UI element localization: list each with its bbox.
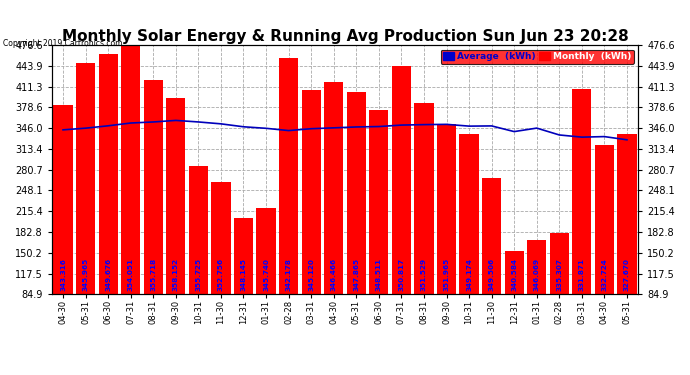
Text: 345.740: 345.740 bbox=[263, 258, 269, 291]
Bar bbox=[144, 80, 163, 348]
Text: 352.756: 352.756 bbox=[218, 258, 224, 291]
Text: 348.145: 348.145 bbox=[241, 258, 246, 291]
Bar bbox=[415, 103, 433, 348]
Text: 351.529: 351.529 bbox=[421, 258, 427, 291]
Text: 349.174: 349.174 bbox=[466, 258, 472, 291]
Legend: Average  (kWh), Monthly  (kWh): Average (kWh), Monthly (kWh) bbox=[441, 50, 633, 64]
Text: 335.307: 335.307 bbox=[556, 258, 562, 291]
Text: 347.865: 347.865 bbox=[353, 258, 359, 291]
Text: 354.051: 354.051 bbox=[128, 258, 134, 291]
Bar bbox=[550, 233, 569, 348]
Bar bbox=[121, 45, 140, 348]
Text: Copyright 2019 Cartronics.com: Copyright 2019 Cartronics.com bbox=[3, 39, 123, 48]
Bar bbox=[369, 110, 388, 348]
Bar bbox=[279, 58, 298, 348]
Bar bbox=[482, 178, 501, 348]
Text: 331.871: 331.871 bbox=[579, 258, 585, 291]
Bar bbox=[53, 105, 72, 348]
Bar bbox=[257, 209, 275, 348]
Bar bbox=[346, 92, 366, 348]
Text: 348.511: 348.511 bbox=[376, 258, 382, 291]
Text: 332.724: 332.724 bbox=[602, 258, 607, 291]
Text: 355.718: 355.718 bbox=[150, 258, 156, 291]
Bar bbox=[460, 134, 479, 348]
Bar bbox=[324, 82, 344, 348]
Bar bbox=[302, 90, 321, 348]
Text: 349.506: 349.506 bbox=[489, 258, 495, 291]
Title: Monthly Solar Energy & Running Avg Production Sun Jun 23 20:28: Monthly Solar Energy & Running Avg Produ… bbox=[61, 29, 629, 44]
Bar bbox=[76, 63, 95, 348]
Bar bbox=[166, 98, 186, 348]
Text: 351.965: 351.965 bbox=[444, 258, 449, 291]
Text: 343.316: 343.316 bbox=[60, 258, 66, 291]
Text: 346.069: 346.069 bbox=[534, 258, 540, 291]
Text: 345.965: 345.965 bbox=[83, 258, 88, 291]
Bar bbox=[618, 134, 637, 348]
Text: 340.584: 340.584 bbox=[511, 258, 518, 291]
Bar bbox=[234, 218, 253, 348]
Text: 350.817: 350.817 bbox=[398, 258, 404, 291]
Bar bbox=[504, 251, 524, 348]
Text: 358.152: 358.152 bbox=[172, 258, 179, 291]
Text: 346.466: 346.466 bbox=[331, 258, 337, 291]
Bar bbox=[572, 88, 591, 348]
Text: 355.725: 355.725 bbox=[195, 258, 201, 291]
Bar bbox=[211, 182, 230, 348]
Text: 327.670: 327.670 bbox=[624, 258, 630, 291]
Bar bbox=[189, 166, 208, 348]
Bar bbox=[595, 145, 614, 348]
Text: 345.120: 345.120 bbox=[308, 258, 314, 291]
Bar bbox=[392, 66, 411, 348]
Bar bbox=[527, 240, 546, 348]
Text: 349.676: 349.676 bbox=[105, 258, 111, 291]
Bar bbox=[437, 124, 456, 348]
Text: 342.178: 342.178 bbox=[286, 258, 292, 291]
Bar bbox=[99, 54, 118, 348]
